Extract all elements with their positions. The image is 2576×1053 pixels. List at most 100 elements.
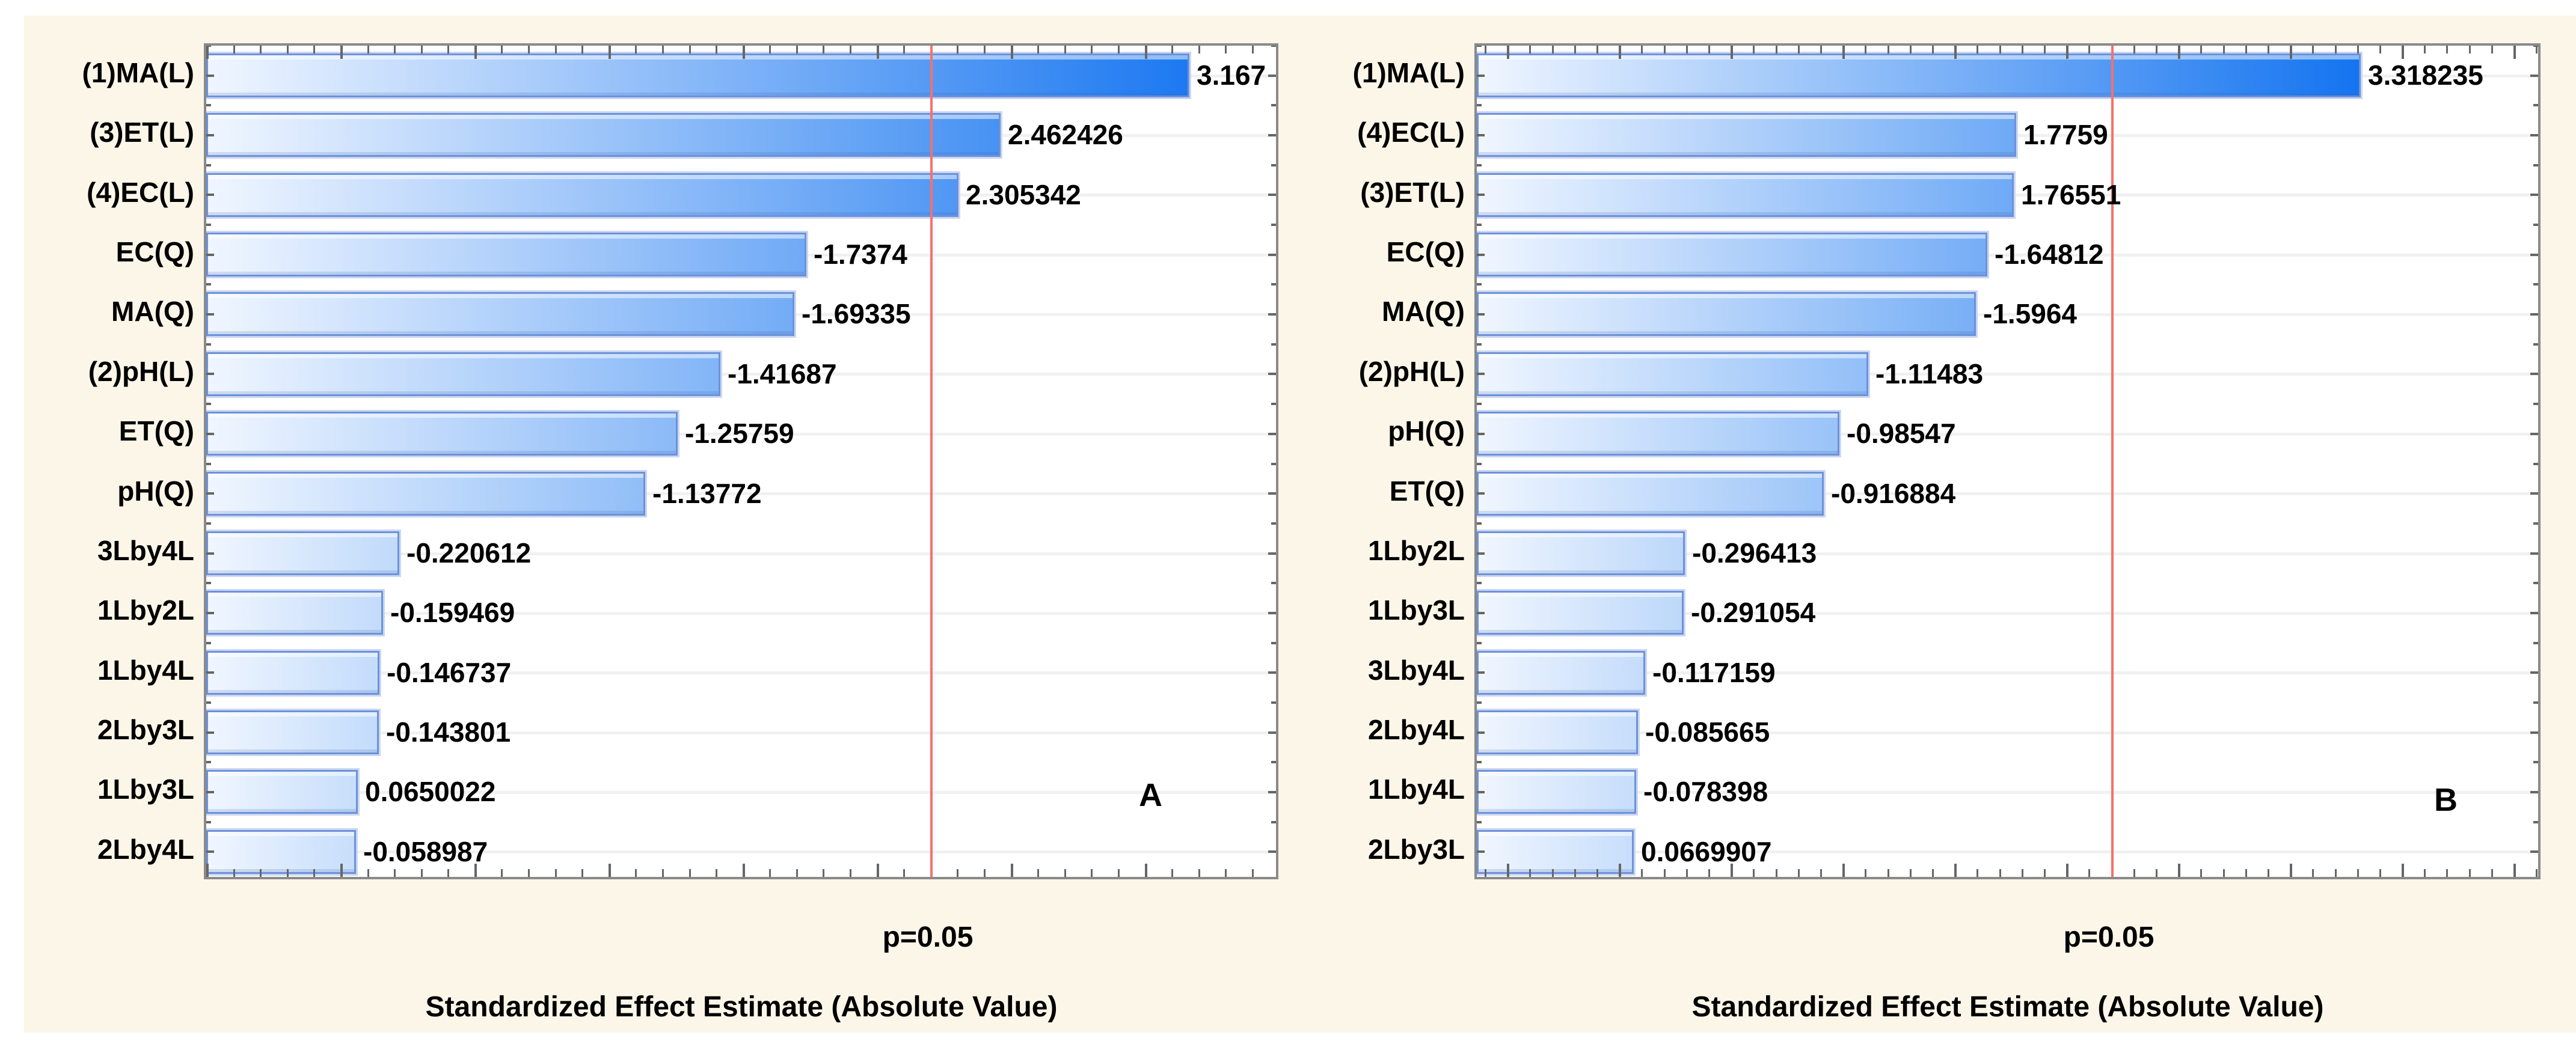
x-axis-top-tick: [2066, 46, 2068, 59]
bar-value-label: -1.69335: [802, 298, 911, 329]
x-axis-top-tick: [743, 46, 745, 59]
gridline: [1477, 552, 2538, 555]
x-axis-top-tick: [1011, 46, 1013, 59]
x-axis-top-tick: [2491, 46, 2493, 53]
y-axis-right-tick: [2533, 283, 2538, 285]
y-axis-right-tick: [2533, 463, 2538, 465]
x-axis-bottom-tick: [2536, 869, 2538, 877]
y-axis-left-tick: [1477, 283, 1482, 285]
y-axis-right-tick: [2533, 403, 2538, 405]
x-axis-bottom-tick: [2245, 869, 2247, 877]
x-axis-top-tick: [689, 46, 691, 53]
panel-letter-A: A: [1139, 777, 1162, 813]
y-axis-left-tick: [206, 731, 214, 734]
x-axis-top-tick: [233, 46, 235, 53]
x-axis-bottom-tick: [1171, 869, 1173, 877]
x-axis-bottom-tick: [2513, 864, 2516, 877]
y-axis-left-tick: [1477, 821, 1482, 823]
y-axis-right-tick: [1271, 343, 1276, 346]
x-axis-top-tick: [2536, 46, 2538, 53]
bar-(2)pH(L): [1477, 352, 1868, 396]
x-axis-bottom-tick: [2156, 869, 2157, 877]
x-axis-bottom-tick: [1776, 869, 1777, 877]
x-axis-bottom-tick: [957, 869, 958, 877]
y-axis-right-tick: [1271, 104, 1276, 106]
x-axis-bottom-tick: [421, 869, 423, 877]
x-axis-top-tick: [1888, 46, 1889, 53]
category-label-2Lby4L: 2Lby4L: [97, 834, 194, 865]
gridline: [1477, 791, 2538, 794]
x-axis-bottom-tick: [1529, 869, 1531, 877]
significance-line-p005: [930, 46, 933, 877]
bar-value-label: 0.0669907: [1641, 836, 1772, 867]
x-axis-top-tick: [1574, 46, 1576, 53]
x-axis-bottom-tick: [1225, 869, 1227, 877]
y-axis-right-tick: [2530, 194, 2538, 196]
y-axis-right-tick: [1271, 761, 1276, 763]
x-axis-top-tick: [957, 46, 958, 53]
x-axis-bottom-tick: [743, 864, 745, 877]
y-axis-right-tick: [2533, 582, 2538, 584]
bar-1Lby4L: [1477, 770, 1636, 814]
bar-value-label: -1.41687: [728, 358, 837, 389]
y-axis-left-tick: [206, 761, 211, 763]
x-axis-top-tick: [447, 46, 449, 53]
x-axis-top-tick: [2133, 46, 2135, 53]
x-axis-top-tick: [1932, 46, 1934, 53]
category-label-MA(Q): MA(Q): [111, 296, 194, 327]
y-axis-left-tick: [206, 313, 214, 316]
x-axis-bottom-tick: [2379, 869, 2381, 877]
x-axis-bottom-tick: [2022, 869, 2023, 877]
bar-value-label: 1.7759: [2023, 119, 2108, 150]
x-axis-bottom-tick: [528, 869, 530, 877]
y-axis-right-tick: [2533, 343, 2538, 346]
x-axis-bottom-tick: [287, 869, 289, 877]
x-axis-bottom-tick: [689, 869, 691, 877]
x-axis-top-tick: [1776, 46, 1777, 53]
x-axis-top-tick: [1910, 46, 1912, 53]
chart-A-p-value-label: p=0.05: [882, 921, 974, 953]
bar-value-label: -0.058987: [363, 836, 488, 867]
bar-value-label: -1.11483: [1875, 358, 1984, 389]
x-axis-bottom-tick: [1664, 869, 1666, 877]
bar-(4)EC(L): [1477, 113, 2016, 157]
y-axis-left-tick: [206, 850, 214, 853]
bar-2Lby3L: [206, 710, 379, 754]
category-label-1Lby3L: 1Lby3L: [1367, 594, 1465, 626]
x-axis-top-tick: [2044, 46, 2046, 53]
x-axis-bottom-tick: [501, 869, 503, 877]
x-axis-bottom-tick: [2133, 869, 2135, 877]
x-axis-bottom-tick: [796, 869, 798, 877]
y-axis-left-tick: [206, 701, 211, 704]
y-axis-left-tick: [206, 612, 214, 614]
x-axis-top-tick: [2088, 46, 2090, 53]
x-axis-top-tick: [501, 46, 503, 53]
x-axis-bottom-tick: [1552, 869, 1554, 877]
y-axis-right-tick: [1268, 612, 1276, 614]
bar-1Lby4L: [206, 651, 379, 695]
x-axis-top-tick: [1753, 46, 1755, 53]
y-axis-right-tick: [2533, 522, 2538, 525]
x-axis-top-tick: [206, 46, 209, 59]
category-label-(1)MA(L): (1)MA(L): [1352, 57, 1465, 88]
x-axis-bottom-tick: [1064, 869, 1066, 877]
y-axis-left-tick: [206, 403, 211, 405]
x-axis-top-tick: [1641, 46, 1643, 53]
x-axis-bottom-tick: [555, 869, 557, 877]
bar-2Lby4L: [1477, 710, 1638, 754]
y-axis-left-tick: [206, 791, 214, 793]
bar-value-label: -0.085665: [1645, 716, 1770, 748]
y-axis-left-tick: [206, 343, 211, 346]
bar-(1)MA(L): [1477, 53, 2361, 97]
bar-value-label: -0.296413: [1692, 537, 1817, 569]
y-axis-left-tick: [1477, 403, 1482, 405]
bar-value-label: -1.64812: [1995, 239, 2104, 270]
bar-value-label: -0.078398: [1643, 776, 1768, 807]
x-axis-top-tick: [1686, 46, 1688, 53]
y-axis-left-tick: [1477, 731, 1485, 734]
x-axis-bottom-tick: [1037, 869, 1039, 877]
y-axis-left-tick: [206, 821, 211, 823]
x-axis-top-tick: [1820, 46, 1822, 53]
y-axis-left-tick: [1477, 46, 1482, 47]
y-axis-left-tick: [206, 46, 211, 47]
